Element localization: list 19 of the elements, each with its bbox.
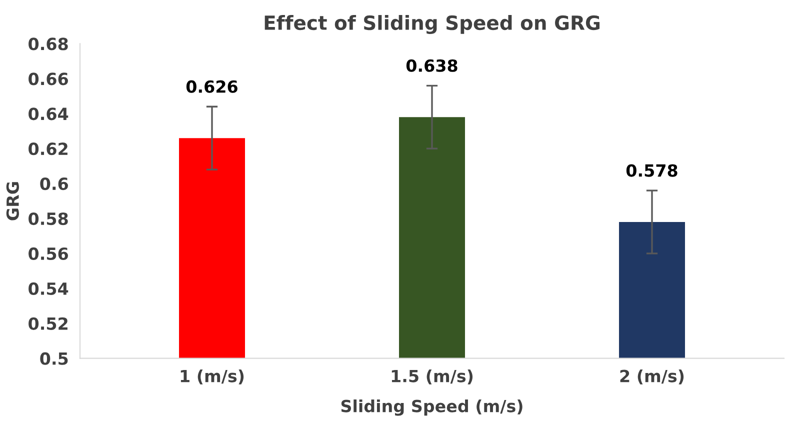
y-tick-label: 0.52 <box>28 317 68 330</box>
x-tick-label: 1.5 (m/s) <box>392 369 473 384</box>
y-tick-label: 0.5 <box>40 352 68 365</box>
chart-title: Effect of Sliding Speed on GRG <box>264 15 600 34</box>
y-tick-label: 0.66 <box>28 72 68 86</box>
y-tick-label: 0.58 <box>28 212 68 226</box>
y-tick-label: 0.64 <box>28 108 68 120</box>
y-tick-label: 0.68 <box>28 38 68 50</box>
x-tick-label: 1 (m/s) <box>180 369 244 384</box>
y-tick-label: 0.56 <box>28 247 68 260</box>
x-tick-label: 2 (m/s) <box>620 369 684 384</box>
x-axis-title: Sliding Speed (m/s) <box>341 399 522 416</box>
y-axis-title: GRG <box>6 182 19 220</box>
y-tick-label: 0.54 <box>28 282 68 295</box>
y-tick-label: 0.6 <box>40 178 68 190</box>
y-tick-label: 0.62 <box>28 142 68 156</box>
data-label: 0.578 <box>626 164 678 177</box>
data-label: 0.626 <box>186 80 238 93</box>
data-label: 0.638 <box>406 59 458 72</box>
